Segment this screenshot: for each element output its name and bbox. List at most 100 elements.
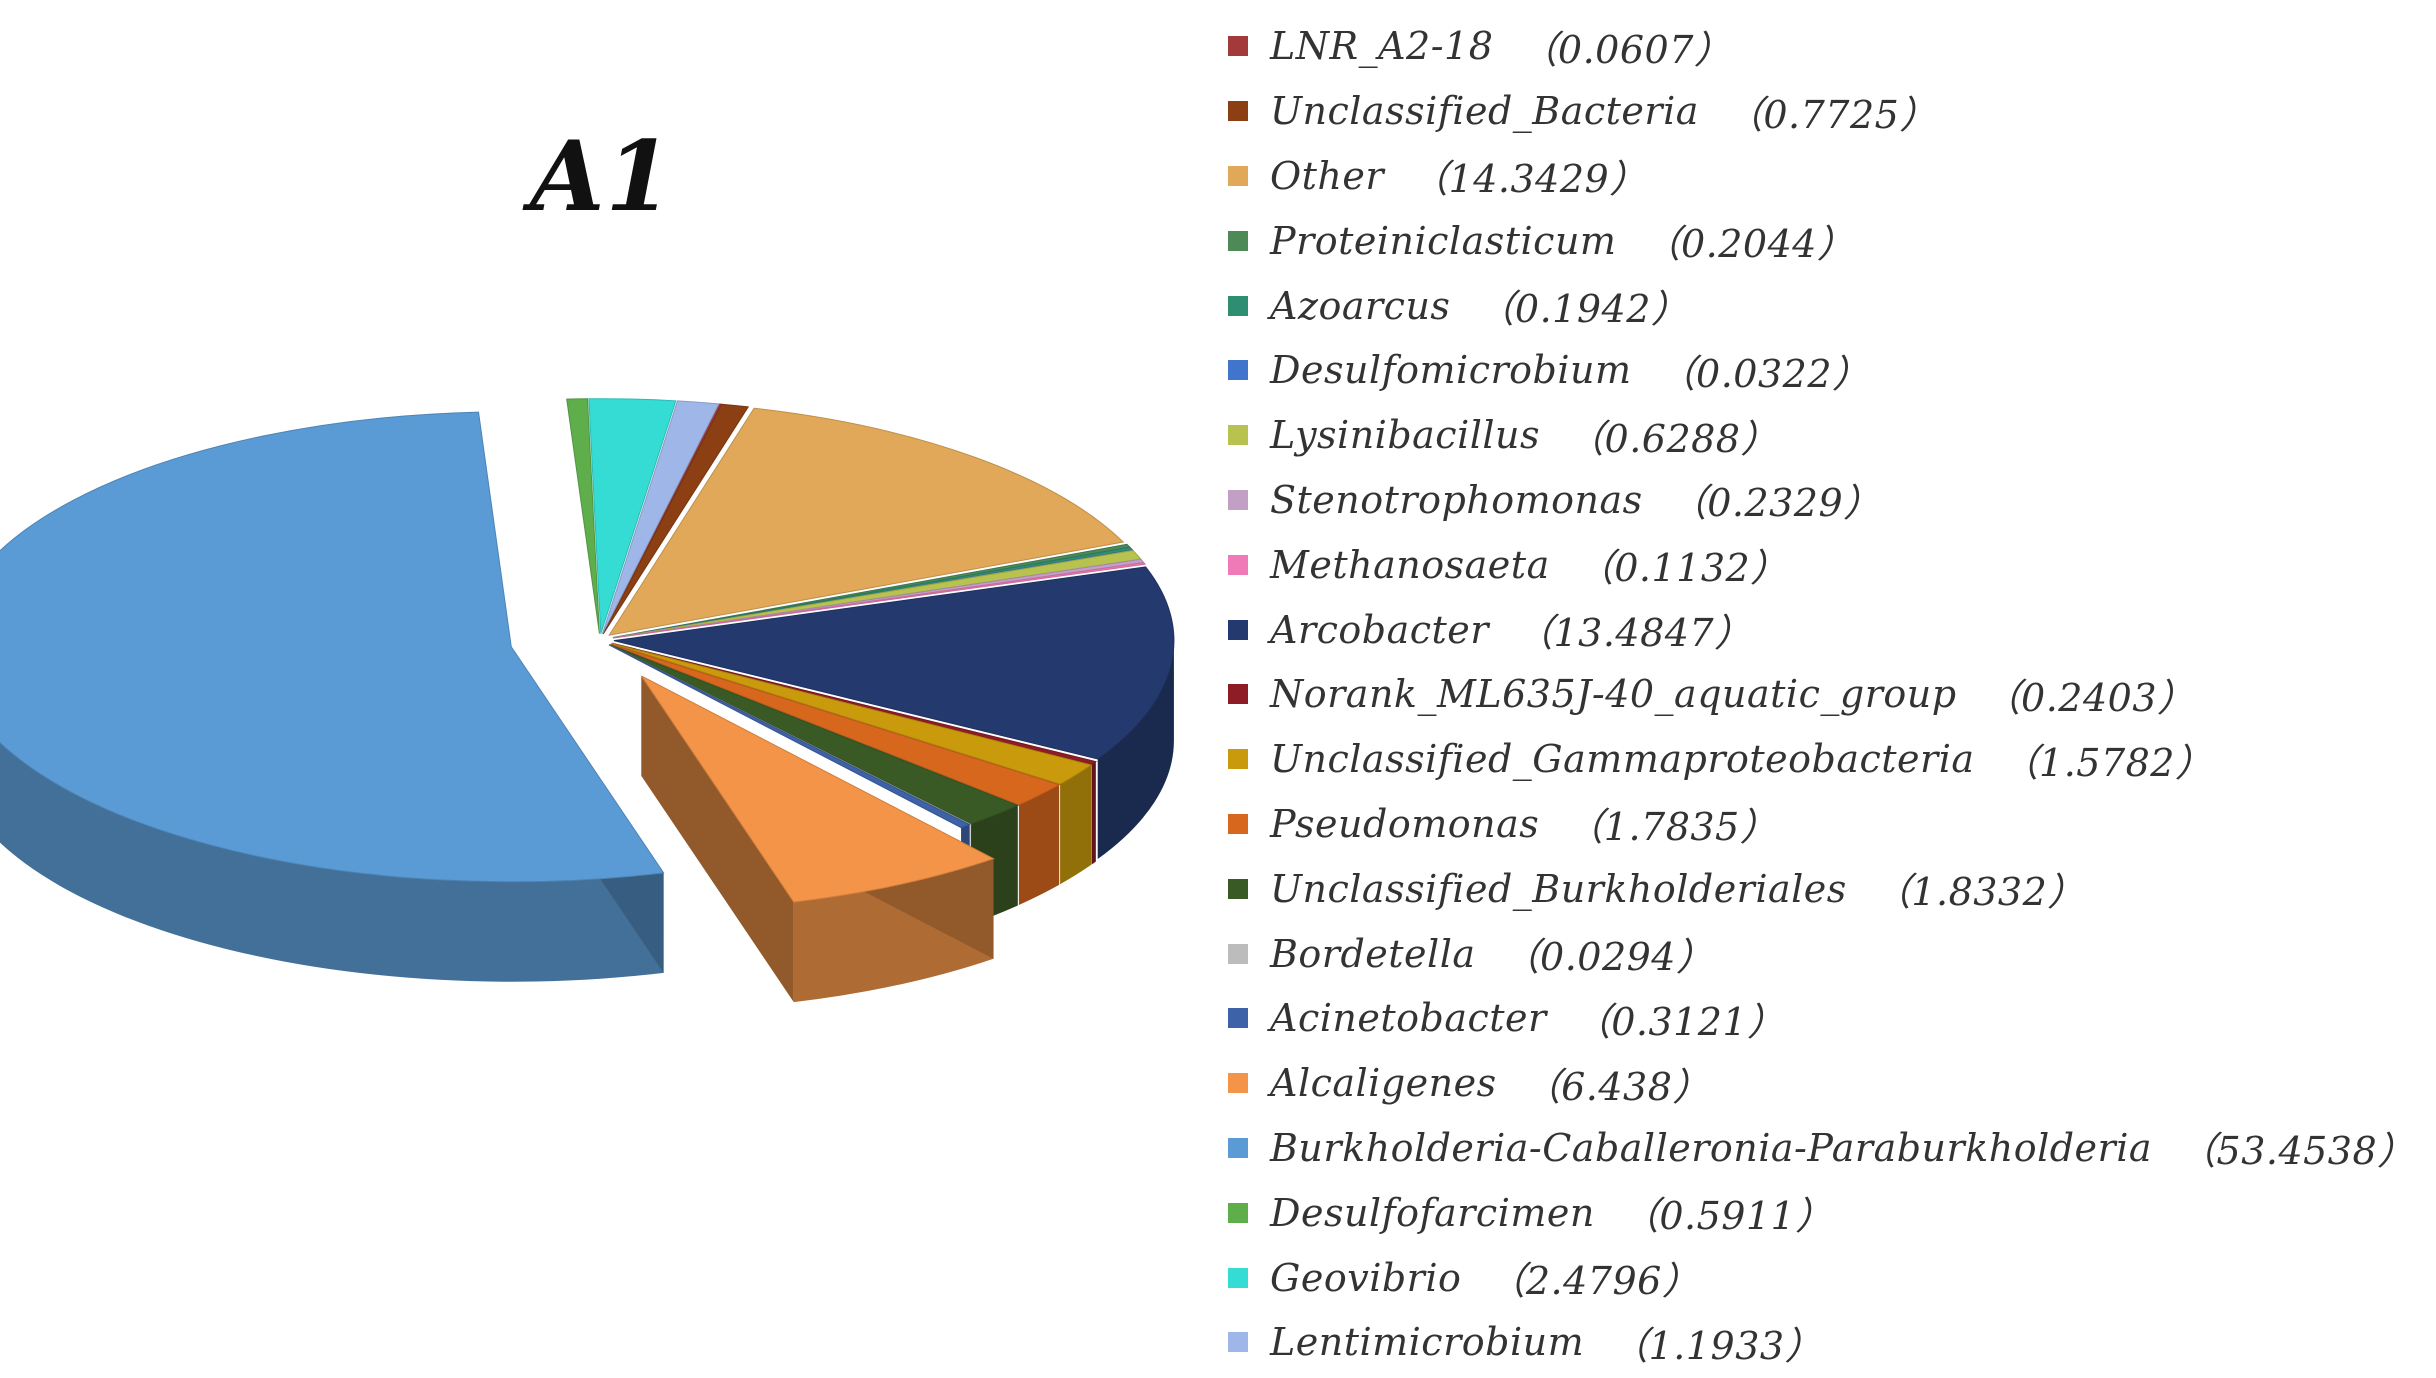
- pie-slice: Unclassified_Burkholderiales: [609, 644, 1020, 825]
- legend-value: （0.1942）: [1476, 287, 1690, 332]
- legend-value: （53.4538）: [2178, 1129, 2416, 1174]
- legend-item: Lysinibacillus （0.6288）: [1228, 403, 2428, 468]
- pie-slice: Pseudomonas: [610, 643, 1061, 806]
- legend-value: （0.2044）: [1642, 222, 1856, 267]
- legend-value: （0.7725）: [1724, 92, 1938, 137]
- legend-swatch: [1228, 101, 1248, 122]
- legend-item: Unclassified_Gammaproteobacteria （1.5782）: [1228, 727, 2428, 792]
- legend-label: Alcaligenes: [1270, 1061, 1497, 1106]
- pie-slice: Acinetobacter: [608, 644, 971, 829]
- pie-slice-side: [0, 742, 664, 982]
- legend-item: Norank_ML635J-40_aquatic_group （0.2403）: [1228, 662, 2428, 727]
- legend-value: （13.4847）: [1514, 611, 1753, 656]
- legend-label: Other: [1270, 153, 1385, 198]
- legend-item: Lentimicrobium （1.1933）: [1228, 1310, 2428, 1375]
- legend-swatch: [1228, 1332, 1248, 1353]
- legend-label: Lysinibacillus: [1270, 413, 1541, 458]
- pie-slice-side: [1018, 784, 1060, 905]
- legend-value: （1.8332）: [1872, 870, 2086, 915]
- legend: LNR_A2-18 （0.0607） Unclassified_Bacteria （0…: [1228, 14, 2428, 1375]
- pie-slice: Unclassified_Gammaproteobacteria: [611, 643, 1093, 785]
- legend-value: （1.5782）: [2000, 740, 2214, 785]
- legend-swatch: [1228, 489, 1248, 510]
- legend-swatch: [1228, 1137, 1248, 1158]
- pie-slice: Methanosaeta: [613, 562, 1146, 639]
- legend-label: Methanosaeta: [1270, 542, 1550, 587]
- legend-value: （1.7835）: [1565, 805, 1779, 850]
- legend-label: Arcobacter: [1270, 607, 1489, 652]
- legend-label: Unclassified_Burkholderiales: [1270, 866, 1847, 911]
- legend-label: Norank_ML635J-40_aquatic_group: [1270, 672, 1957, 717]
- pie-slices: LNR_A2-18Unclassified_BacteriaOtherProte…: [0, 398, 1175, 903]
- pie-slice: Geovibrio: [588, 398, 677, 634]
- legend-label: Geovibrio: [1270, 1255, 1462, 1300]
- legend-item: Arcobacter （13.4847）: [1228, 597, 2428, 662]
- legend-swatch: [1228, 1202, 1248, 1223]
- legend-item: Proteiniclasticum （0.2044）: [1228, 208, 2428, 273]
- legend-value: （0.5911）: [1620, 1194, 1834, 1239]
- chart-title: A1: [530, 120, 674, 233]
- pie-slice-side: [1097, 640, 1174, 860]
- legend-value: （0.6288）: [1566, 416, 1779, 461]
- legend-swatch: [1228, 1073, 1248, 1094]
- legend-swatch: [1228, 619, 1248, 640]
- legend-item: Geovibrio （2.4796）: [1228, 1245, 2428, 1310]
- legend-value: （0.1132）: [1575, 546, 1789, 591]
- legend-swatch: [1228, 684, 1248, 705]
- pie-slice-side: [1091, 761, 1096, 865]
- legend-label: LNR_A2-18: [1270, 24, 1494, 69]
- legend-label: Desulfomicrobium: [1270, 348, 1632, 393]
- legend-swatch: [1228, 36, 1248, 57]
- legend-label: Bordetella: [1270, 931, 1476, 976]
- pie-slice: Other: [608, 407, 1125, 636]
- pie-slice: Unclassified_Bacteria: [602, 403, 750, 635]
- pie-slice: Desulfofarcimen: [566, 398, 600, 634]
- legend-label: Proteiniclasticum: [1270, 218, 1617, 263]
- legend-swatch: [1228, 165, 1248, 186]
- legend-value: （0.2329）: [1668, 481, 1882, 526]
- legend-value: （6.438）: [1522, 1064, 1711, 1109]
- legend-item: Bordetella （0.0294）: [1228, 921, 2428, 986]
- legend-swatch: [1228, 425, 1248, 446]
- legend-item: Unclassified_Bacteria （0.7725）: [1228, 79, 2428, 144]
- legend-swatch: [1228, 943, 1248, 964]
- legend-swatch: [1228, 360, 1248, 381]
- legend-label: Burkholderia-Caballeronia-Paraburkholder…: [1270, 1125, 2153, 1170]
- legend-label: Azoarcus: [1270, 283, 1451, 328]
- legend-label: Desulfofarcimen: [1270, 1190, 1595, 1235]
- legend-item: Other （14.3429）: [1228, 144, 2428, 209]
- legend-value: （0.0294）: [1501, 935, 1715, 980]
- legend-item: Burkholderia-Caballeronia-Paraburkholder…: [1228, 1116, 2428, 1181]
- legend-item: Pseudomonas （1.7835）: [1228, 792, 2428, 857]
- legend-swatch: [1228, 295, 1248, 316]
- legend-swatch: [1228, 230, 1248, 251]
- legend-value: （14.3429）: [1410, 157, 1648, 202]
- legend-item: Desulfomicrobium （0.0322）: [1228, 338, 2428, 403]
- legend-value: （0.2403）: [1982, 675, 2196, 720]
- legend-label: Lentimicrobium: [1270, 1320, 1585, 1365]
- legend-value: （0.0607）: [1519, 27, 1733, 72]
- legend-label: Unclassified_Gammaproteobacteria: [1270, 737, 1975, 782]
- legend-label: Pseudomonas: [1270, 801, 1540, 846]
- legend-item: Alcaligenes （6.438）: [1228, 1051, 2428, 1116]
- pie-slice-side: [1060, 764, 1092, 885]
- legend-item: Unclassified_Burkholderiales （1.8332）: [1228, 856, 2428, 921]
- legend-label: Unclassified_Bacteria: [1270, 89, 1699, 134]
- legend-swatch: [1228, 813, 1248, 834]
- legend-value: （0.3121）: [1572, 999, 1786, 1044]
- legend-label: Stenotrophomonas: [1270, 477, 1643, 522]
- legend-item: LNR_A2-18 （0.0607）: [1228, 14, 2428, 79]
- legend-swatch: [1228, 1267, 1248, 1288]
- legend-item: Acinetobacter （0.3121）: [1228, 986, 2428, 1051]
- legend-item: Azoarcus （0.1942）: [1228, 273, 2428, 338]
- legend-item: Methanosaeta （0.1132）: [1228, 532, 2428, 597]
- legend-value: （0.0322）: [1657, 351, 1871, 396]
- pie-slice-cut: [641, 675, 794, 1003]
- legend-value: （1.1933）: [1610, 1323, 1824, 1368]
- pie-slice: Lentimicrobium: [601, 400, 720, 635]
- legend-label: Acinetobacter: [1270, 996, 1547, 1041]
- legend-item: Desulfofarcimen （0.5911）: [1228, 1180, 2428, 1245]
- legend-swatch: [1228, 1008, 1248, 1029]
